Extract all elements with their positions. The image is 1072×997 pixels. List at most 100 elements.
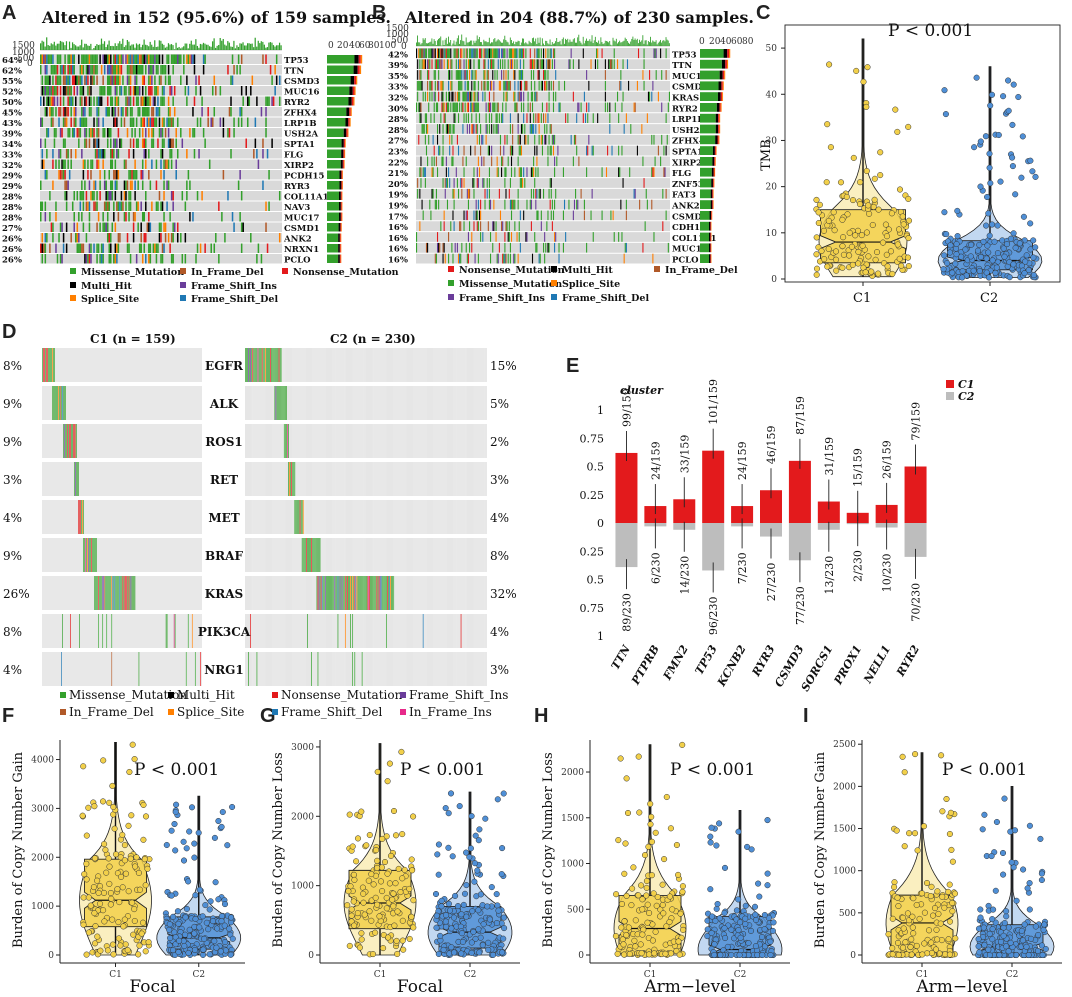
grid-cell <box>105 348 107 382</box>
legend-swatch <box>180 282 186 288</box>
mutation-cell <box>552 102 555 113</box>
mutation-cell <box>572 59 574 70</box>
grid-cell <box>268 462 269 496</box>
grid-cell <box>329 348 330 382</box>
mutation-cell <box>160 170 162 180</box>
mutation-cell <box>52 180 54 190</box>
tmb-tick: 1000 <box>12 48 35 58</box>
grid-cell <box>183 500 185 534</box>
tmb-bar <box>140 47 142 50</box>
grid-cell <box>363 462 365 496</box>
mutation-cell <box>148 254 150 264</box>
mutation-cell <box>70 233 72 243</box>
grid-cell <box>485 462 487 496</box>
mutation-cell <box>175 54 177 64</box>
mutation-cell <box>510 199 513 210</box>
mutation-cell <box>41 75 44 85</box>
mutation-cell <box>64 86 66 96</box>
mutation-cell <box>166 54 168 64</box>
tmb-bar <box>146 45 148 50</box>
mutation-cell <box>467 253 469 264</box>
mutation-cell <box>477 91 479 102</box>
tmb-bar <box>471 40 473 46</box>
grid-cell <box>369 462 370 496</box>
mutation-cell <box>534 91 536 102</box>
tmb-bar <box>93 48 95 50</box>
tmb-bar <box>477 39 479 46</box>
gene-bar-nonsense <box>340 212 342 221</box>
grid-cell <box>309 348 310 382</box>
grid-cell <box>107 424 109 458</box>
mutation-cell <box>520 70 523 80</box>
grid-cell <box>169 348 171 382</box>
grid-cell <box>464 348 466 382</box>
mutation-cell <box>504 48 506 59</box>
mutation-cell <box>456 242 458 253</box>
grid-cell <box>295 424 297 458</box>
mutation-cell <box>164 65 167 75</box>
mutation-cell <box>151 107 153 117</box>
grid-cell <box>440 424 442 458</box>
mutation-cell <box>604 91 606 102</box>
mutation-cell <box>117 149 120 159</box>
tmb-bar <box>181 47 183 50</box>
data-point <box>1032 173 1039 180</box>
grid-cell <box>105 462 107 496</box>
grid-cell <box>442 348 444 382</box>
grid-cell <box>412 348 413 382</box>
mutation-cell <box>452 102 454 113</box>
mutation-cell <box>439 59 441 70</box>
mutation-cell <box>533 70 535 80</box>
grid-cell <box>68 348 69 382</box>
grid-cell <box>188 348 190 382</box>
grid-cell <box>320 462 322 496</box>
grid-cell <box>296 386 298 420</box>
tmb-bar <box>509 37 511 46</box>
grid-cell <box>416 424 418 458</box>
mutation-cell <box>193 128 196 138</box>
grid-cell <box>251 462 253 496</box>
grid-cell <box>341 424 343 458</box>
tmb-bar <box>427 43 428 46</box>
mutation-cell <box>106 65 109 75</box>
grid-cell <box>438 424 440 458</box>
mutation-cell <box>633 102 635 113</box>
grid-cell <box>99 424 101 458</box>
grid-cell <box>255 424 257 458</box>
tmb-bar <box>446 43 448 46</box>
grid-cell <box>356 462 358 496</box>
mutation-cell <box>105 222 107 232</box>
grid-cell <box>133 348 135 382</box>
tmb-tick: 1500 <box>386 24 409 34</box>
mutation-cell <box>128 212 130 222</box>
tmb-bar <box>577 37 579 46</box>
gene-bar-nonsense <box>718 113 720 123</box>
grid-cell <box>168 500 170 534</box>
grid-cell <box>399 348 401 382</box>
tmb-bar <box>618 42 619 46</box>
mutation-cell <box>87 54 89 64</box>
gene-bar-multihit <box>341 139 344 148</box>
grid-cell <box>73 386 74 420</box>
gene-bar-multihit <box>339 170 342 179</box>
grid-cell <box>45 500 46 534</box>
mutation-cell <box>572 156 574 167</box>
mutation-cell <box>152 128 155 138</box>
mutation-cell <box>87 159 89 169</box>
mutation-cell <box>61 170 63 180</box>
mutation-cell <box>280 348 282 382</box>
grid-cell <box>98 424 100 458</box>
grid-cell <box>453 462 455 496</box>
grid-cell <box>55 348 56 382</box>
mutation-cell <box>97 243 100 253</box>
data-point <box>1030 272 1037 279</box>
data-point <box>846 229 853 236</box>
mutation-cell <box>546 221 548 232</box>
grid-cell <box>341 462 343 496</box>
gene-pct: 28% <box>388 126 408 136</box>
grid-cell <box>445 348 447 382</box>
grid-cell <box>454 424 456 458</box>
grid-cell <box>153 500 155 534</box>
data-point <box>1001 253 1008 260</box>
data-point <box>905 195 912 202</box>
